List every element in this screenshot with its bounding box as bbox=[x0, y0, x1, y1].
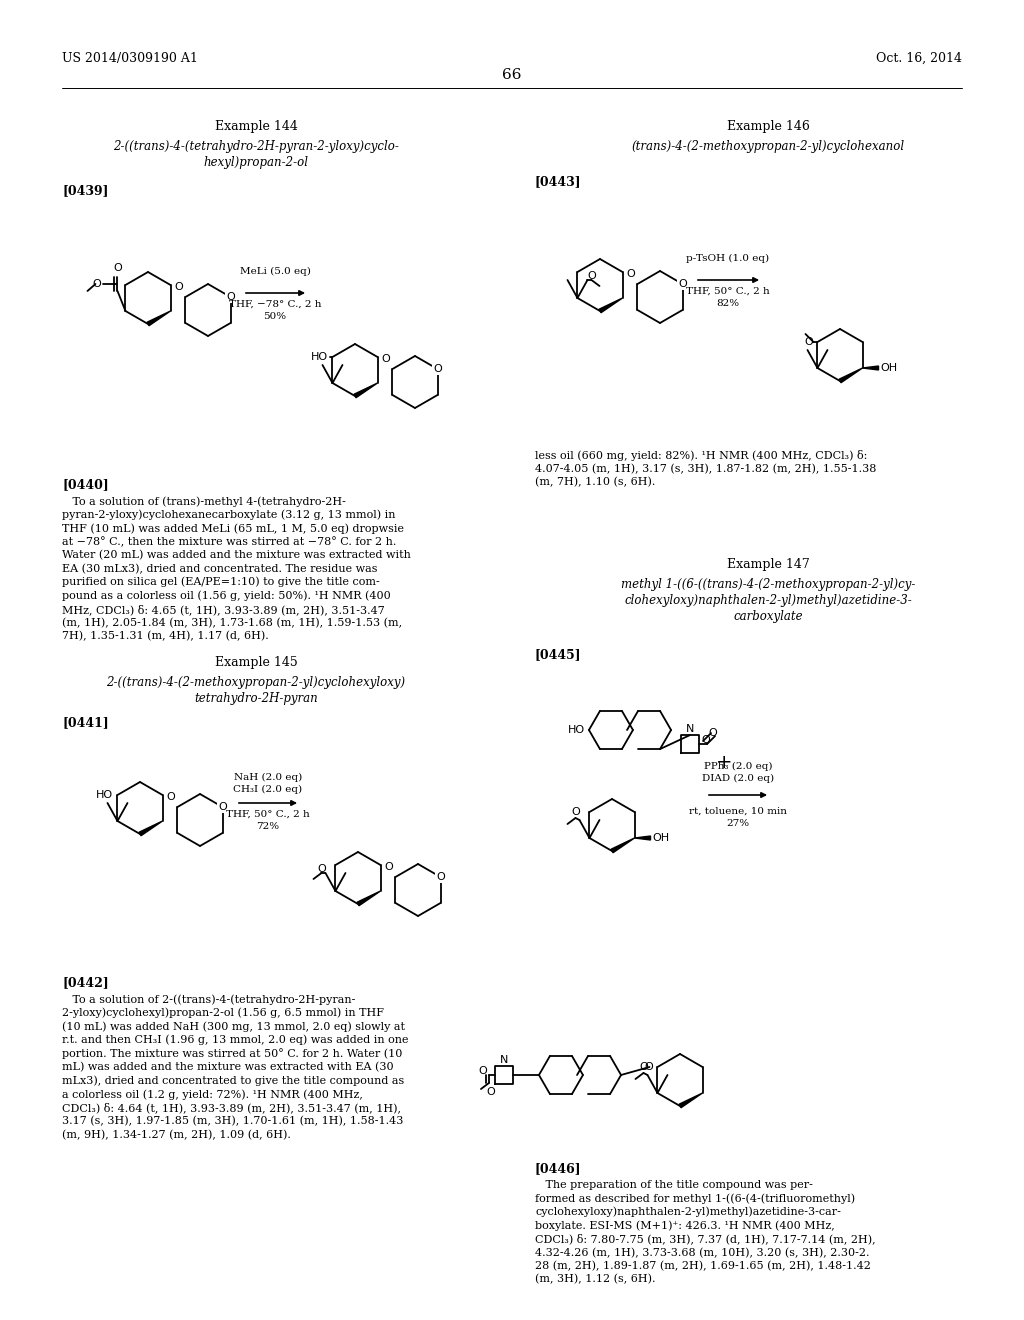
Text: Example 145: Example 145 bbox=[215, 656, 297, 669]
Polygon shape bbox=[611, 838, 635, 853]
Text: THF, 50° C., 2 h: THF, 50° C., 2 h bbox=[686, 286, 770, 296]
Text: O: O bbox=[645, 1063, 653, 1072]
Text: O: O bbox=[167, 792, 175, 803]
Polygon shape bbox=[839, 368, 862, 383]
Text: rt, toluene, 10 min: rt, toluene, 10 min bbox=[689, 807, 787, 816]
Text: OH: OH bbox=[652, 833, 670, 843]
Text: PPh₃ (2.0 eq): PPh₃ (2.0 eq) bbox=[703, 762, 772, 771]
Text: NaH (2.0 eq): NaH (2.0 eq) bbox=[233, 774, 302, 781]
Text: O: O bbox=[639, 1063, 648, 1072]
Text: HO: HO bbox=[311, 352, 329, 362]
Text: O: O bbox=[93, 279, 101, 289]
Text: CH₃I (2.0 eq): CH₃I (2.0 eq) bbox=[233, 785, 302, 795]
Text: O: O bbox=[678, 279, 687, 289]
Text: O: O bbox=[627, 269, 635, 279]
Text: O: O bbox=[709, 729, 718, 738]
Polygon shape bbox=[357, 891, 381, 906]
Text: O: O bbox=[382, 354, 390, 364]
Polygon shape bbox=[679, 1093, 702, 1107]
Text: O: O bbox=[113, 263, 122, 273]
Text: O: O bbox=[478, 1067, 487, 1076]
Text: DIAD (2.0 eq): DIAD (2.0 eq) bbox=[701, 774, 774, 783]
Text: O: O bbox=[701, 735, 710, 744]
Text: 2-((trans)-4-(2-methoxypropan-2-yl)cyclohexyloxy)
tetrahydro-2H-pyran: 2-((trans)-4-(2-methoxypropan-2-yl)cyclo… bbox=[106, 676, 406, 705]
Text: OH: OH bbox=[881, 363, 898, 374]
Text: [0442]: [0442] bbox=[62, 975, 109, 989]
Text: +: + bbox=[716, 752, 732, 772]
Text: N: N bbox=[500, 1055, 508, 1065]
Text: US 2014/0309190 A1: US 2014/0309190 A1 bbox=[62, 51, 198, 65]
Text: Example 146: Example 146 bbox=[727, 120, 809, 133]
Text: 72%: 72% bbox=[256, 822, 280, 832]
Text: 82%: 82% bbox=[717, 300, 739, 308]
Text: N: N bbox=[686, 725, 694, 734]
Text: O: O bbox=[226, 292, 234, 302]
Text: 50%: 50% bbox=[263, 312, 287, 321]
Text: O: O bbox=[433, 364, 442, 374]
Text: O: O bbox=[174, 282, 183, 292]
Text: p-TsOH (1.0 eq): p-TsOH (1.0 eq) bbox=[686, 253, 770, 263]
Text: [0443]: [0443] bbox=[535, 176, 582, 187]
Text: O: O bbox=[805, 337, 813, 347]
Text: 2-((trans)-4-(tetrahydro-2H-pyran-2-yloxy)cyclo-
hexyl)propan-2-ol: 2-((trans)-4-(tetrahydro-2H-pyran-2-ylox… bbox=[113, 140, 399, 169]
Text: To a solution of 2-((trans)-4-(tetrahydro-2H-pyran-
2-yloxy)cyclohexyl)propan-2-: To a solution of 2-((trans)-4-(tetrahydr… bbox=[62, 994, 409, 1140]
Text: O: O bbox=[218, 803, 227, 812]
Text: HO: HO bbox=[568, 725, 585, 735]
Text: [0441]: [0441] bbox=[62, 715, 109, 729]
Text: HO: HO bbox=[96, 789, 114, 800]
Polygon shape bbox=[599, 298, 623, 313]
Text: Example 147: Example 147 bbox=[727, 558, 809, 572]
Text: To a solution of (trans)-methyl 4-(tetrahydro-2H-
pyran-2-yloxy)cyclohexanecarbo: To a solution of (trans)-methyl 4-(tetra… bbox=[62, 496, 411, 642]
Text: O: O bbox=[385, 862, 393, 873]
Text: 27%: 27% bbox=[726, 818, 750, 828]
Text: O: O bbox=[587, 271, 596, 281]
Polygon shape bbox=[354, 383, 378, 397]
Text: O: O bbox=[436, 873, 444, 882]
Text: Example 144: Example 144 bbox=[215, 120, 297, 133]
Text: THF, 50° C., 2 h: THF, 50° C., 2 h bbox=[226, 810, 310, 818]
Polygon shape bbox=[147, 312, 171, 326]
Polygon shape bbox=[635, 836, 650, 840]
Text: O: O bbox=[571, 807, 580, 817]
Polygon shape bbox=[139, 821, 163, 836]
Text: [0440]: [0440] bbox=[62, 478, 109, 491]
Text: [0446]: [0446] bbox=[535, 1162, 582, 1175]
Text: O: O bbox=[317, 865, 326, 874]
Text: THF, −78° C., 2 h: THF, −78° C., 2 h bbox=[228, 300, 322, 309]
Text: Oct. 16, 2014: Oct. 16, 2014 bbox=[876, 51, 962, 65]
Text: 66: 66 bbox=[502, 69, 522, 82]
Text: [0439]: [0439] bbox=[62, 183, 109, 197]
Text: methyl 1-((6-((trans)-4-(2-methoxypropan-2-yl)cy-
clohexyloxy)naphthalen-2-yl)me: methyl 1-((6-((trans)-4-(2-methoxypropan… bbox=[621, 578, 915, 623]
Text: [0445]: [0445] bbox=[535, 648, 582, 661]
Text: less oil (660 mg, yield: 82%). ¹H NMR (400 MHz, CDCl₃) δ:
4.07-4.05 (m, 1H), 3.1: less oil (660 mg, yield: 82%). ¹H NMR (4… bbox=[535, 450, 877, 487]
Polygon shape bbox=[862, 366, 879, 370]
Text: O: O bbox=[486, 1086, 496, 1097]
Text: (trans)-4-(2-methoxypropan-2-yl)cyclohexanol: (trans)-4-(2-methoxypropan-2-yl)cyclohex… bbox=[632, 140, 904, 153]
Text: MeLi (5.0 eq): MeLi (5.0 eq) bbox=[240, 267, 310, 276]
Text: The preparation of the title compound was per-
formed as described for methyl 1-: The preparation of the title compound wa… bbox=[535, 1180, 876, 1284]
